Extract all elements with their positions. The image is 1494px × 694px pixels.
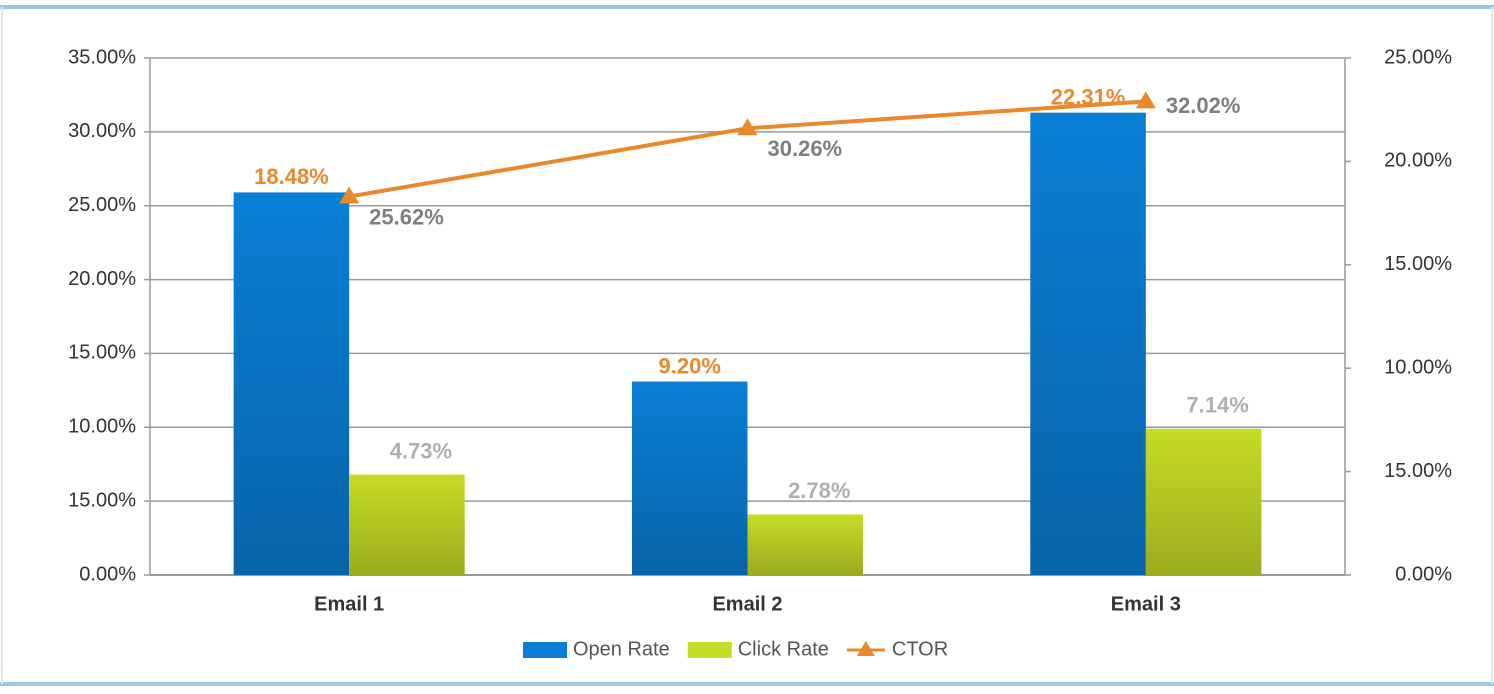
x-tick-label: Email 3 — [1111, 593, 1181, 615]
bar-shade — [631, 381, 748, 575]
legend-label: CTOR — [892, 638, 948, 660]
legend-label: Click Rate — [738, 638, 829, 660]
annotation: 9.20% — [659, 353, 721, 378]
legend-swatch — [856, 641, 875, 656]
bar-shade — [1145, 428, 1262, 575]
y2-tick-label: 15.00% — [1384, 460, 1452, 482]
annotation: 22.31% — [1051, 84, 1126, 109]
y-tick-label: 35.00% — [68, 46, 136, 68]
bar-shade — [1030, 112, 1146, 575]
y-tick-label: 20.00% — [68, 268, 136, 290]
y2-tick-label: 0.00% — [1395, 563, 1452, 585]
legend-label: Open Rate — [573, 638, 670, 660]
y2-tick-label: 10.00% — [1384, 356, 1452, 378]
legend-swatch — [523, 642, 567, 658]
x-tick-label: Email 1 — [314, 593, 384, 615]
y-tick-label: 10.00% — [68, 416, 136, 438]
annotation: 7.14% — [1186, 393, 1248, 418]
y-tick-label: 15.00% — [68, 342, 136, 364]
y-tick-label: 15.00% — [68, 489, 136, 511]
annotation: 2.78% — [788, 478, 850, 503]
bar-shade — [233, 192, 350, 576]
annotation: 32.02% — [1166, 93, 1241, 118]
line-marker — [1135, 91, 1156, 109]
bar-shade — [747, 514, 864, 575]
y2-tick-label: 25.00% — [1384, 46, 1452, 68]
x-tick-label: Email 2 — [712, 593, 782, 615]
line-marker — [339, 186, 360, 204]
y2-tick-label: 20.00% — [1384, 150, 1452, 172]
y-tick-label: 30.00% — [68, 120, 136, 142]
line-marker — [737, 118, 758, 136]
annotation: 25.62% — [369, 204, 444, 229]
bar-shade — [349, 474, 465, 575]
y-tick-label: 0.00% — [79, 563, 136, 585]
y2-tick-label: 15.00% — [1384, 253, 1452, 275]
annotation: 4.73% — [390, 438, 452, 463]
y-tick-label: 25.00% — [68, 194, 136, 216]
annotation: 30.26% — [768, 136, 843, 161]
annotation: 18.48% — [254, 164, 329, 189]
legend-swatch — [687, 642, 732, 658]
